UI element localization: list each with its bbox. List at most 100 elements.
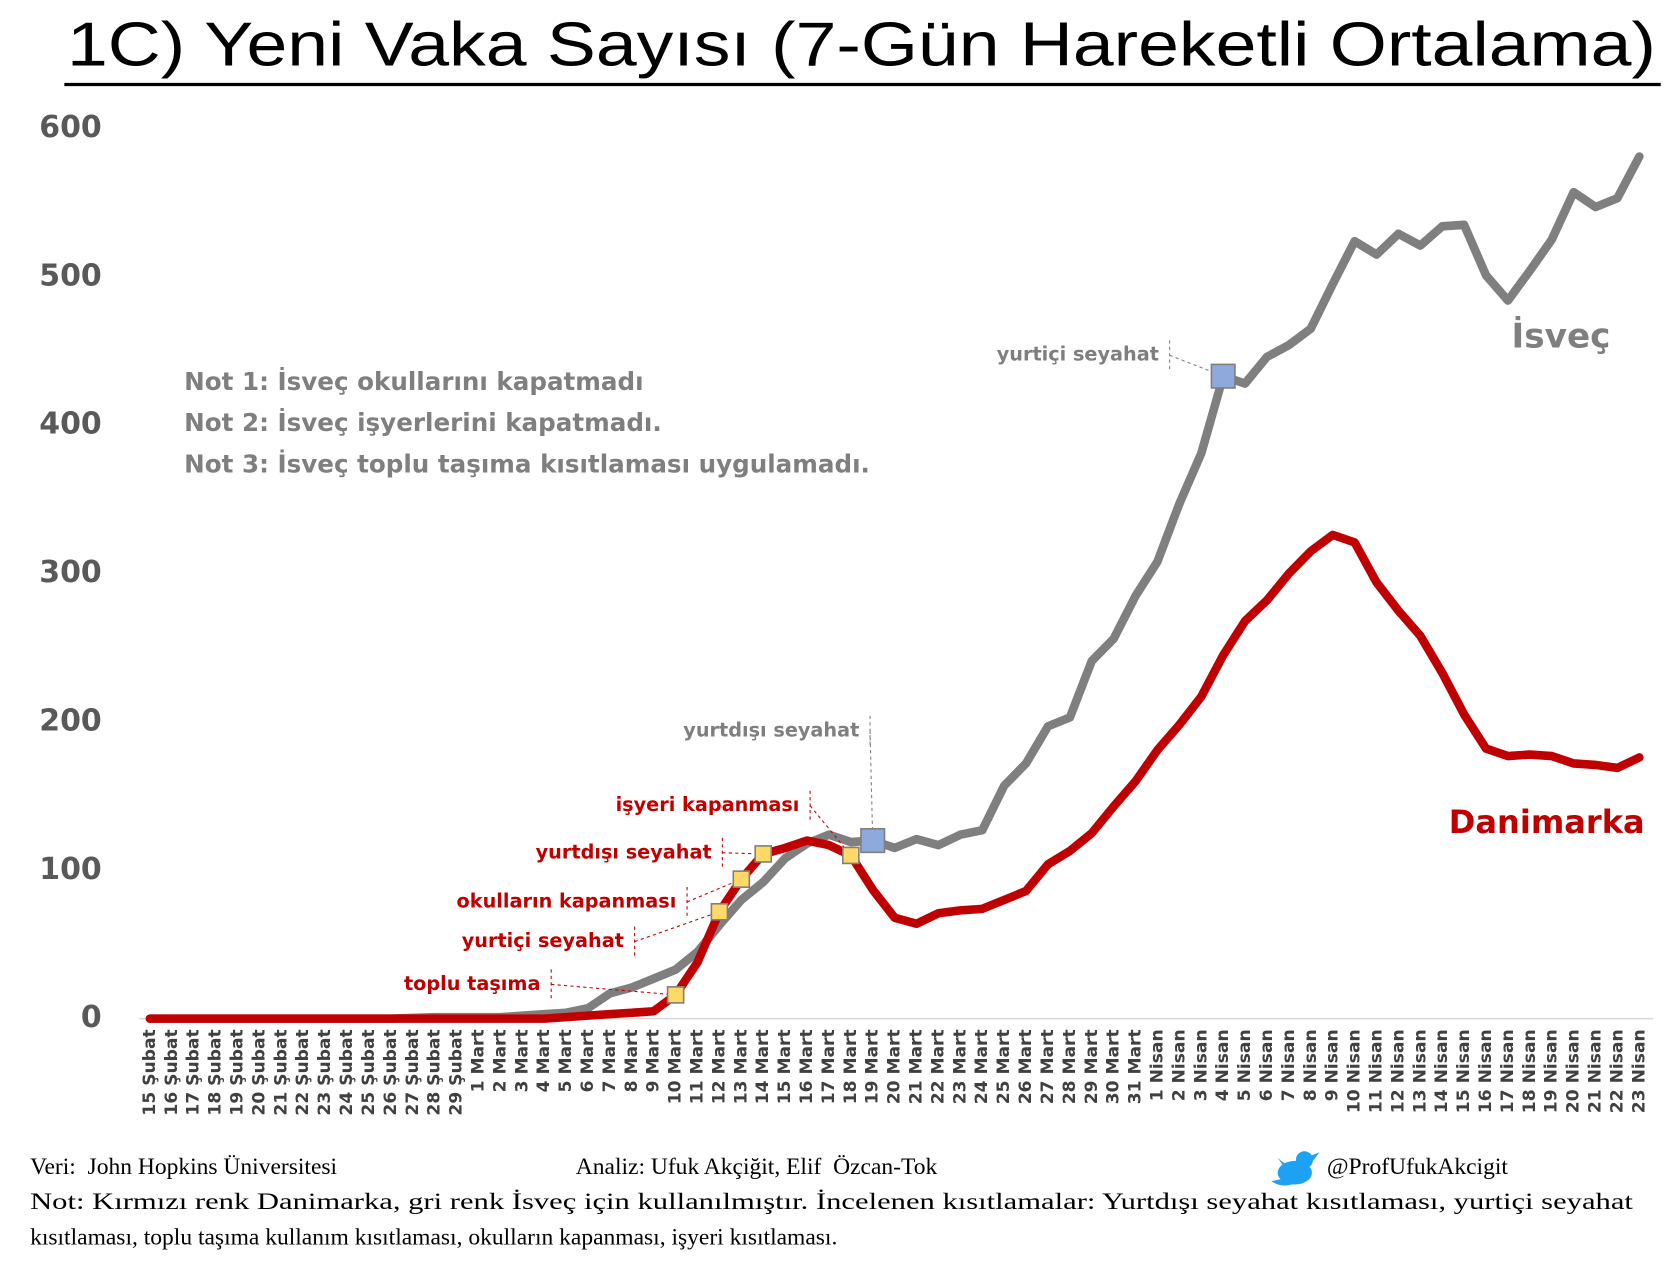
x-tick-label: 13 Nisan: [1410, 1029, 1430, 1113]
x-tick-label: 7 Nisan: [1279, 1029, 1299, 1101]
x-tick-label: 28 Şubat: [425, 1029, 445, 1115]
footer-handle: @ProfUfukAkcigit: [1327, 1154, 1508, 1180]
x-tick-label: 20 Şubat: [249, 1029, 269, 1115]
x-tick-label: 24 Mart: [972, 1029, 992, 1104]
note: Not 2: İsveç işyerlerini kapatmadı.: [184, 408, 662, 437]
x-tick-label: 5 Nisan: [1235, 1029, 1255, 1101]
x-tick-label: 18 Şubat: [206, 1029, 226, 1115]
y-tick-label: 100: [39, 852, 102, 887]
annotation-marker: [842, 846, 860, 865]
leader-line: [869, 730, 874, 841]
x-tick-label: 10 Mart: [666, 1029, 686, 1104]
x-tick-label: 16 Mart: [797, 1029, 817, 1104]
x-tick-label: 20 Mart: [885, 1029, 905, 1104]
x-tick-label: 11 Mart: [688, 1029, 708, 1104]
annotation-label: yurtdışı seyahat: [536, 840, 712, 863]
y-tick-label: 600: [39, 110, 102, 145]
x-tick-label: 26 Şubat: [381, 1029, 401, 1115]
series-label: İsveç: [1512, 316, 1611, 357]
chart-title: 1C) Yeni Vaka Sayısı (7-Gün Hareketli Or…: [67, 11, 1656, 80]
x-tick-label: 27 Mart: [1038, 1029, 1058, 1104]
note: Not 3: İsveç toplu taşıma kısıtlaması uy…: [184, 449, 870, 478]
x-tick-label: 19 Mart: [863, 1029, 883, 1104]
x-tick-label: 18 Mart: [841, 1029, 861, 1104]
x-tick-label: 3 Mart: [512, 1029, 532, 1092]
x-tick-label: 19 Nisan: [1542, 1029, 1562, 1113]
x-tick-label: 12 Mart: [709, 1029, 729, 1104]
x-tick-label: 9 Mart: [644, 1029, 664, 1092]
x-tick-label: 12 Nisan: [1388, 1029, 1408, 1113]
x-tick-label: 6 Mart: [578, 1029, 598, 1092]
annotation-label: yurtiçi seyahat: [462, 929, 624, 952]
x-tick-label: 23 Şubat: [315, 1029, 335, 1115]
x-tick-label: 25 Şubat: [359, 1029, 379, 1115]
x-tick-label: 17 Mart: [819, 1029, 839, 1104]
x-tick-label: 24 Şubat: [337, 1029, 357, 1115]
x-tick-label: 6 Nisan: [1257, 1029, 1277, 1101]
x-tick-label: 19 Şubat: [228, 1029, 248, 1115]
x-tick-label: 22 Mart: [928, 1029, 948, 1104]
annotation-label: işyeri kapanması: [616, 793, 800, 816]
x-tick-label: 2 Nisan: [1169, 1029, 1189, 1101]
annotation-marker: [710, 902, 729, 921]
x-tick-label: 25 Mart: [994, 1029, 1014, 1104]
x-tick-label: 10 Nisan: [1345, 1029, 1365, 1113]
x-tick-label: 21 Mart: [907, 1029, 927, 1104]
x-tick-label: 28 Mart: [1060, 1029, 1080, 1104]
footer-analysis: Analiz: Ufuk Akçiğit, Elif Özcan-Tok: [576, 1154, 938, 1180]
series-line: [145, 152, 1644, 1023]
annotation-label: toplu taşıma: [404, 972, 541, 995]
x-tick-label: 27 Şubat: [403, 1029, 423, 1115]
x-tick-label: 15 Mart: [775, 1029, 795, 1104]
y-tick-label: 500: [39, 258, 102, 293]
x-tick-label: 17 Şubat: [184, 1029, 204, 1115]
annotation-label: yurtdışı seyahat: [683, 718, 859, 741]
x-tick-label: 21 Nisan: [1586, 1029, 1606, 1113]
series-label: Danimarka: [1449, 803, 1645, 841]
x-tick-label: 29 Şubat: [447, 1029, 467, 1115]
x-tick-label: 30 Mart: [1104, 1029, 1124, 1104]
x-tick-label: 16 Şubat: [162, 1029, 182, 1115]
leader-line: [634, 911, 720, 943]
footer-note: Not: Kırmızı renk Danimarka, gri renk İs…: [30, 1189, 1633, 1215]
x-tick-label: 18 Nisan: [1520, 1029, 1540, 1113]
x-tick-label: 13 Mart: [731, 1029, 751, 1104]
x-tick-label: 5 Mart: [556, 1029, 576, 1092]
y-tick-label: 400: [39, 407, 102, 442]
footer-source: Veri: John Hopkins Üniversitesi: [30, 1154, 337, 1180]
x-tick-label: 23 Mart: [950, 1029, 970, 1104]
x-tick-label: 8 Nisan: [1301, 1029, 1321, 1101]
x-tick-label: 7 Mart: [600, 1029, 620, 1092]
annotation-marker: [666, 986, 685, 1004]
x-tick-label: 9 Nisan: [1323, 1029, 1343, 1101]
x-tick-label: 8 Mart: [622, 1029, 642, 1092]
annotation-label: yurtiçi seyahat: [997, 343, 1159, 366]
x-tick-label: 1 Nisan: [1147, 1029, 1167, 1101]
x-tick-label: 15 Şubat: [140, 1029, 160, 1115]
x-tick-label: 16 Nisan: [1476, 1029, 1496, 1113]
x-tick-label: 22 Nisan: [1607, 1029, 1627, 1113]
x-tick-label: 11 Nisan: [1367, 1029, 1387, 1113]
x-tick-label: 2 Mart: [490, 1029, 510, 1092]
note: Not 1: İsveç okullarını kapatmadı: [184, 367, 643, 396]
leader-line: [551, 983, 676, 996]
x-tick-label: 14 Mart: [753, 1029, 773, 1104]
annotation-label: okulların kapanması: [457, 889, 677, 912]
footer-note: kısıtlaması, toplu taşıma kullanım kısıt…: [30, 1224, 837, 1250]
x-tick-label: 31 Mart: [1126, 1029, 1146, 1104]
y-tick-label: 200: [39, 703, 102, 738]
x-tick-label: 15 Nisan: [1454, 1029, 1474, 1113]
annotation-marker: [754, 845, 773, 863]
y-tick-label: 300: [39, 555, 102, 590]
x-tick-label: 21 Şubat: [271, 1029, 291, 1115]
x-tick-label: 3 Nisan: [1191, 1029, 1211, 1101]
x-tick-label: 4 Nisan: [1213, 1029, 1233, 1101]
x-tick-label: 4 Mart: [534, 1029, 554, 1092]
x-tick-label: 17 Nisan: [1498, 1029, 1518, 1113]
annotation-marker: [860, 828, 886, 854]
x-tick-label: 1 Mart: [468, 1029, 488, 1092]
series-line: [145, 530, 1644, 1023]
x-tick-label: 20 Nisan: [1564, 1029, 1584, 1113]
